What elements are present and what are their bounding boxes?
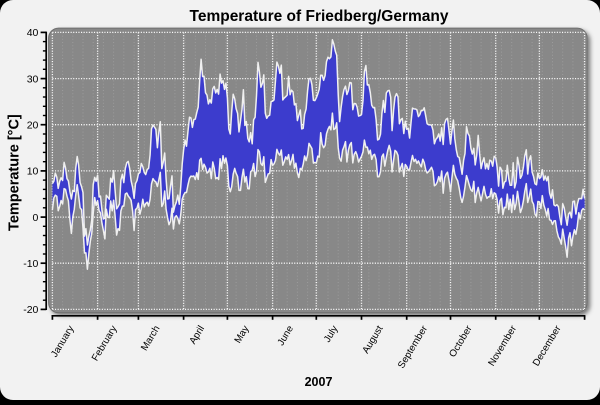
svg-text:40: 40 bbox=[27, 27, 39, 39]
svg-text:-20: -20 bbox=[23, 304, 38, 316]
svg-text:2007: 2007 bbox=[305, 375, 333, 389]
svg-text:20: 20 bbox=[27, 120, 39, 132]
svg-text:Temperature [°C]: Temperature [°C] bbox=[7, 114, 23, 231]
svg-text:-10: -10 bbox=[23, 258, 38, 270]
svg-text:10: 10 bbox=[27, 166, 39, 178]
svg-text:Temperature of Friedberg/Germa: Temperature of Friedberg/Germany bbox=[190, 8, 449, 25]
svg-text:30: 30 bbox=[27, 73, 39, 85]
svg-text:0: 0 bbox=[33, 212, 39, 224]
